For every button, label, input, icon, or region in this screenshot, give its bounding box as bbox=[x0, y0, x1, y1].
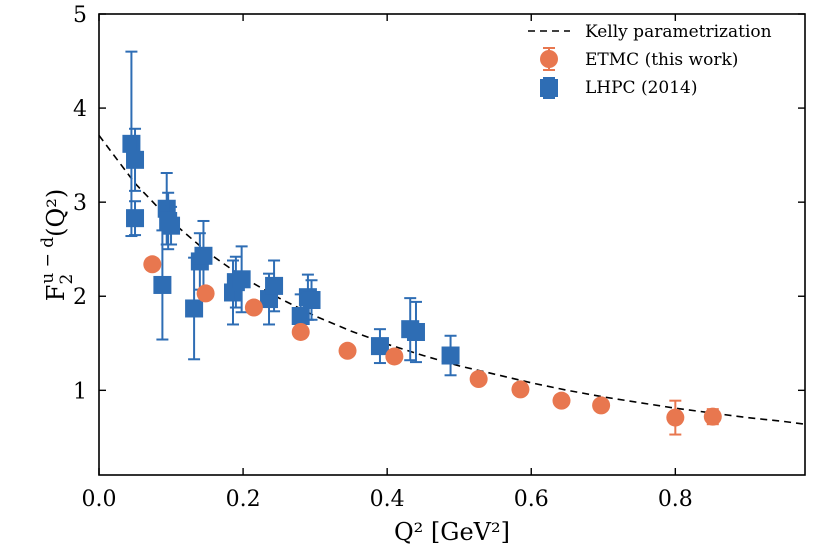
lhpc-point bbox=[126, 150, 145, 169]
legend-label-etmc: ETMC (this work) bbox=[585, 50, 738, 70]
y-axis-title-tail: (Q²) bbox=[42, 189, 70, 237]
etmc-point bbox=[666, 408, 685, 427]
legend: Kelly parametrization ETMC (this work) L… bbox=[528, 22, 772, 99]
y-tick-label: 5 bbox=[73, 3, 87, 28]
lhpc-point bbox=[232, 270, 251, 289]
etmc-point bbox=[143, 255, 162, 274]
x-tick-label: 0.8 bbox=[658, 487, 693, 512]
lhpc-point bbox=[370, 337, 389, 356]
lhpc-point bbox=[265, 276, 284, 295]
etmc-point bbox=[338, 341, 357, 360]
x-tick-label: 0.2 bbox=[226, 487, 261, 512]
etmc-point bbox=[703, 407, 722, 426]
y-tick-label: 1 bbox=[73, 379, 87, 404]
x-tick-label: 0.6 bbox=[514, 487, 549, 512]
lhpc-point bbox=[126, 209, 145, 228]
etmc-point bbox=[385, 347, 404, 366]
y-tick-label: 2 bbox=[73, 285, 87, 310]
y-tick-label: 3 bbox=[73, 191, 87, 216]
kelly-curve bbox=[98, 134, 806, 425]
etmc-point bbox=[244, 298, 263, 317]
legend-label-kelly: Kelly parametrization bbox=[585, 22, 772, 42]
x-tick-label: 0.0 bbox=[82, 487, 117, 512]
etmc-point bbox=[469, 370, 488, 389]
lhpc-point bbox=[185, 299, 204, 318]
legend-marker-etmc bbox=[540, 47, 558, 71]
etmc-point bbox=[552, 391, 571, 410]
lhpc-point bbox=[194, 246, 213, 265]
lhpc-point bbox=[122, 134, 141, 153]
lhpc-point bbox=[406, 322, 425, 341]
lhpc-point bbox=[153, 275, 172, 294]
x-tick-label: 0.4 bbox=[370, 487, 405, 512]
lhpc-point bbox=[159, 211, 178, 230]
y-axis-title-sup: u − d bbox=[38, 237, 58, 284]
y-tick-label: 4 bbox=[73, 97, 87, 122]
plot-area-frame bbox=[98, 13, 806, 476]
legend-marker-lhpc bbox=[540, 77, 558, 99]
legend-label-lhpc: LHPC (2014) bbox=[585, 78, 698, 98]
x-axis-title: Q² [GeV²] bbox=[394, 518, 510, 546]
lhpc-point bbox=[441, 346, 460, 365]
y-axis-title-sub: 2 bbox=[57, 274, 77, 285]
y-axis-title: F2u − d(Q²) bbox=[38, 189, 77, 301]
etmc-point bbox=[196, 284, 215, 303]
etmc-point bbox=[291, 322, 310, 341]
etmc-point bbox=[592, 396, 611, 415]
lhpc-point bbox=[302, 291, 321, 310]
etmc-point bbox=[511, 380, 530, 399]
